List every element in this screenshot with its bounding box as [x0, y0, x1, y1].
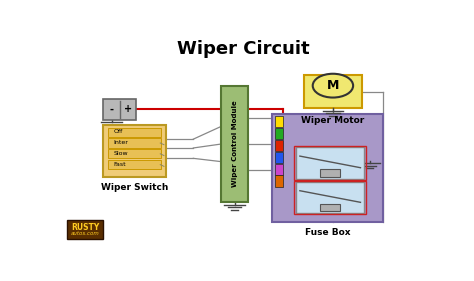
FancyBboxPatch shape — [272, 114, 383, 222]
Text: Wiper Circuit: Wiper Circuit — [177, 40, 309, 58]
Text: +: + — [124, 105, 132, 114]
FancyBboxPatch shape — [109, 160, 161, 169]
Text: autos.com: autos.com — [71, 231, 100, 236]
FancyBboxPatch shape — [109, 149, 161, 158]
FancyBboxPatch shape — [274, 152, 283, 163]
FancyBboxPatch shape — [103, 99, 137, 120]
FancyBboxPatch shape — [221, 86, 248, 203]
FancyBboxPatch shape — [320, 203, 340, 211]
FancyBboxPatch shape — [109, 139, 161, 148]
FancyBboxPatch shape — [296, 182, 364, 213]
FancyBboxPatch shape — [274, 116, 283, 127]
Text: -: - — [109, 105, 114, 114]
FancyBboxPatch shape — [274, 128, 283, 139]
Text: Wiper Motor: Wiper Motor — [301, 116, 365, 125]
FancyBboxPatch shape — [296, 147, 364, 179]
FancyBboxPatch shape — [274, 164, 283, 175]
Text: Fast: Fast — [114, 162, 126, 167]
Text: RUSTY: RUSTY — [71, 223, 99, 232]
Circle shape — [313, 74, 353, 98]
Text: Inter: Inter — [114, 140, 128, 145]
FancyBboxPatch shape — [274, 175, 283, 187]
Text: Fuse Box: Fuse Box — [305, 228, 350, 237]
FancyBboxPatch shape — [66, 220, 103, 239]
Text: Wiper Switch: Wiper Switch — [101, 183, 168, 192]
FancyBboxPatch shape — [320, 169, 340, 176]
Text: Slow: Slow — [114, 151, 128, 156]
Text: M: M — [327, 79, 339, 92]
Text: Off: Off — [114, 129, 123, 134]
Text: Wiper Control Module: Wiper Control Module — [232, 101, 237, 187]
FancyBboxPatch shape — [274, 140, 283, 151]
FancyBboxPatch shape — [103, 124, 166, 176]
FancyBboxPatch shape — [303, 75, 362, 108]
FancyBboxPatch shape — [109, 128, 161, 137]
